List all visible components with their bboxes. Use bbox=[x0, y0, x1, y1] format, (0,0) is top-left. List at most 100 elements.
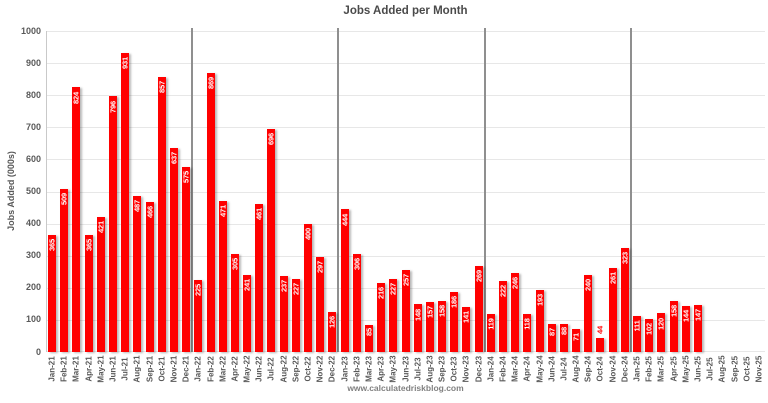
bar-Mar-24 bbox=[511, 273, 520, 352]
x-tick-label: Aug-25 bbox=[717, 355, 727, 383]
x-tick-label: Feb-21 bbox=[59, 356, 69, 382]
y-tick-label: 300 bbox=[25, 250, 41, 261]
bar-value-label: 421 bbox=[96, 220, 106, 233]
bar-Jun-21 bbox=[109, 96, 118, 352]
bar-Mar-23 bbox=[364, 324, 373, 352]
bar-value-label: 857 bbox=[157, 80, 167, 93]
x-tick-label: Feb-24 bbox=[498, 356, 508, 382]
bar-value-label: 323 bbox=[620, 252, 630, 265]
bar-value-label: 158 bbox=[669, 305, 679, 318]
gridline bbox=[46, 223, 765, 225]
y-tick-label: 100 bbox=[25, 314, 41, 325]
bar-May-23 bbox=[389, 279, 398, 352]
x-tick-label: Aug-22 bbox=[279, 355, 289, 383]
bar-Feb-22 bbox=[206, 73, 215, 352]
bar-Aug-24 bbox=[572, 329, 581, 352]
x-tick-label: Dec-22 bbox=[327, 355, 337, 383]
y-tick-label: 200 bbox=[25, 282, 41, 293]
bar-value-label: 509 bbox=[59, 192, 69, 205]
x-tick-label: May-22 bbox=[242, 355, 252, 383]
footer-url: www.calculatedriskblog.com bbox=[347, 383, 464, 393]
bar-value-label: 44 bbox=[595, 326, 605, 335]
bar-Apr-21 bbox=[84, 234, 93, 352]
bar-value-label: 87 bbox=[547, 327, 557, 336]
x-tick-label: May-21 bbox=[96, 355, 106, 383]
x-tick-label: Aug-23 bbox=[425, 355, 435, 383]
bar-value-label: 222 bbox=[498, 284, 508, 297]
x-tick-label: Jul-25 bbox=[705, 357, 715, 381]
x-tick-label: Jun-24 bbox=[547, 356, 557, 382]
bar-Jan-21 bbox=[48, 234, 57, 352]
y-tick-label: 400 bbox=[25, 218, 41, 229]
x-tick-label: Apr-22 bbox=[230, 356, 240, 382]
bar-value-label: 466 bbox=[145, 206, 155, 219]
x-tick-label: Mar-24 bbox=[510, 356, 520, 382]
bar-value-label: 237 bbox=[279, 280, 289, 292]
bar-May-22 bbox=[243, 274, 252, 352]
x-tick-label: Oct-24 bbox=[595, 356, 605, 382]
bar-value-label: 85 bbox=[364, 328, 374, 337]
bar-value-label: 118 bbox=[522, 318, 532, 330]
bar-value-label: 575 bbox=[181, 171, 191, 184]
y-tick-label: 1000 bbox=[20, 25, 41, 36]
bar-value-label: 261 bbox=[608, 272, 618, 285]
bar-May-25 bbox=[681, 305, 690, 352]
bar-value-label: 141 bbox=[461, 310, 471, 323]
bar-value-label: 227 bbox=[388, 283, 398, 296]
gridline bbox=[46, 31, 765, 32]
x-tick-label: Oct-22 bbox=[303, 356, 313, 382]
y-tick-label: 900 bbox=[25, 57, 41, 68]
bar-value-label: 71 bbox=[571, 332, 581, 341]
gridline bbox=[46, 63, 765, 65]
bar-Aug-23 bbox=[425, 301, 434, 352]
bar-Apr-23 bbox=[377, 282, 386, 352]
x-tick-label: May-23 bbox=[388, 355, 398, 383]
x-tick-label: Jul-21 bbox=[120, 357, 130, 381]
bar-Dec-23 bbox=[474, 265, 483, 352]
x-tick-label: Sep-24 bbox=[583, 355, 593, 383]
bar-Jul-21 bbox=[121, 53, 130, 352]
bar-Mar-22 bbox=[218, 200, 227, 352]
bar-value-label: 148 bbox=[413, 308, 423, 321]
x-tick-label: Dec-21 bbox=[181, 355, 191, 383]
bar-value-label: 120 bbox=[656, 317, 666, 330]
x-tick-label: Sep-22 bbox=[291, 355, 301, 383]
x-tick-label: Apr-24 bbox=[522, 356, 532, 382]
x-tick-label: Jan-25 bbox=[632, 356, 642, 382]
year-separator-line bbox=[629, 28, 632, 352]
bar-value-label: 487 bbox=[132, 199, 142, 212]
bar-value-label: 269 bbox=[474, 269, 484, 282]
bar-value-label: 158 bbox=[437, 305, 447, 318]
x-tick-label: Jan-22 bbox=[193, 356, 203, 382]
x-tick-label: Oct-21 bbox=[157, 356, 167, 382]
bar-value-label: 461 bbox=[254, 208, 264, 221]
bar-value-label: 111 bbox=[632, 320, 642, 332]
x-tick-label: Jan-24 bbox=[486, 356, 496, 382]
y-tick-label: 800 bbox=[25, 89, 41, 100]
x-tick-label: Jan-21 bbox=[47, 356, 57, 382]
bar-value-label: 193 bbox=[535, 294, 545, 307]
bar-Jul-24 bbox=[559, 323, 568, 352]
bar-value-label: 186 bbox=[449, 296, 459, 309]
bar-value-label: 157 bbox=[425, 305, 435, 318]
bar-Dec-22 bbox=[328, 311, 337, 352]
x-tick-label: Jun-25 bbox=[693, 356, 703, 382]
bar-Oct-23 bbox=[450, 292, 459, 352]
bar-Sep-23 bbox=[438, 301, 447, 352]
bar-Nov-22 bbox=[316, 256, 325, 352]
bar-Oct-22 bbox=[304, 223, 312, 352]
bar-Oct-24 bbox=[596, 337, 605, 352]
gridline bbox=[46, 127, 765, 129]
bar-Aug-21 bbox=[133, 195, 142, 352]
bar-value-label: 119 bbox=[486, 318, 496, 330]
bar-Sep-21 bbox=[145, 202, 154, 352]
gridline bbox=[46, 95, 765, 97]
bar-Jan-25 bbox=[633, 316, 642, 352]
bar-value-label: 365 bbox=[47, 238, 57, 251]
bar-Jun-24 bbox=[547, 324, 556, 352]
bar-value-label: 240 bbox=[583, 279, 593, 291]
y-tick-label: 0 bbox=[35, 346, 41, 357]
x-tick-label: Jun-21 bbox=[108, 356, 118, 382]
bar-value-label: 444 bbox=[340, 213, 350, 226]
